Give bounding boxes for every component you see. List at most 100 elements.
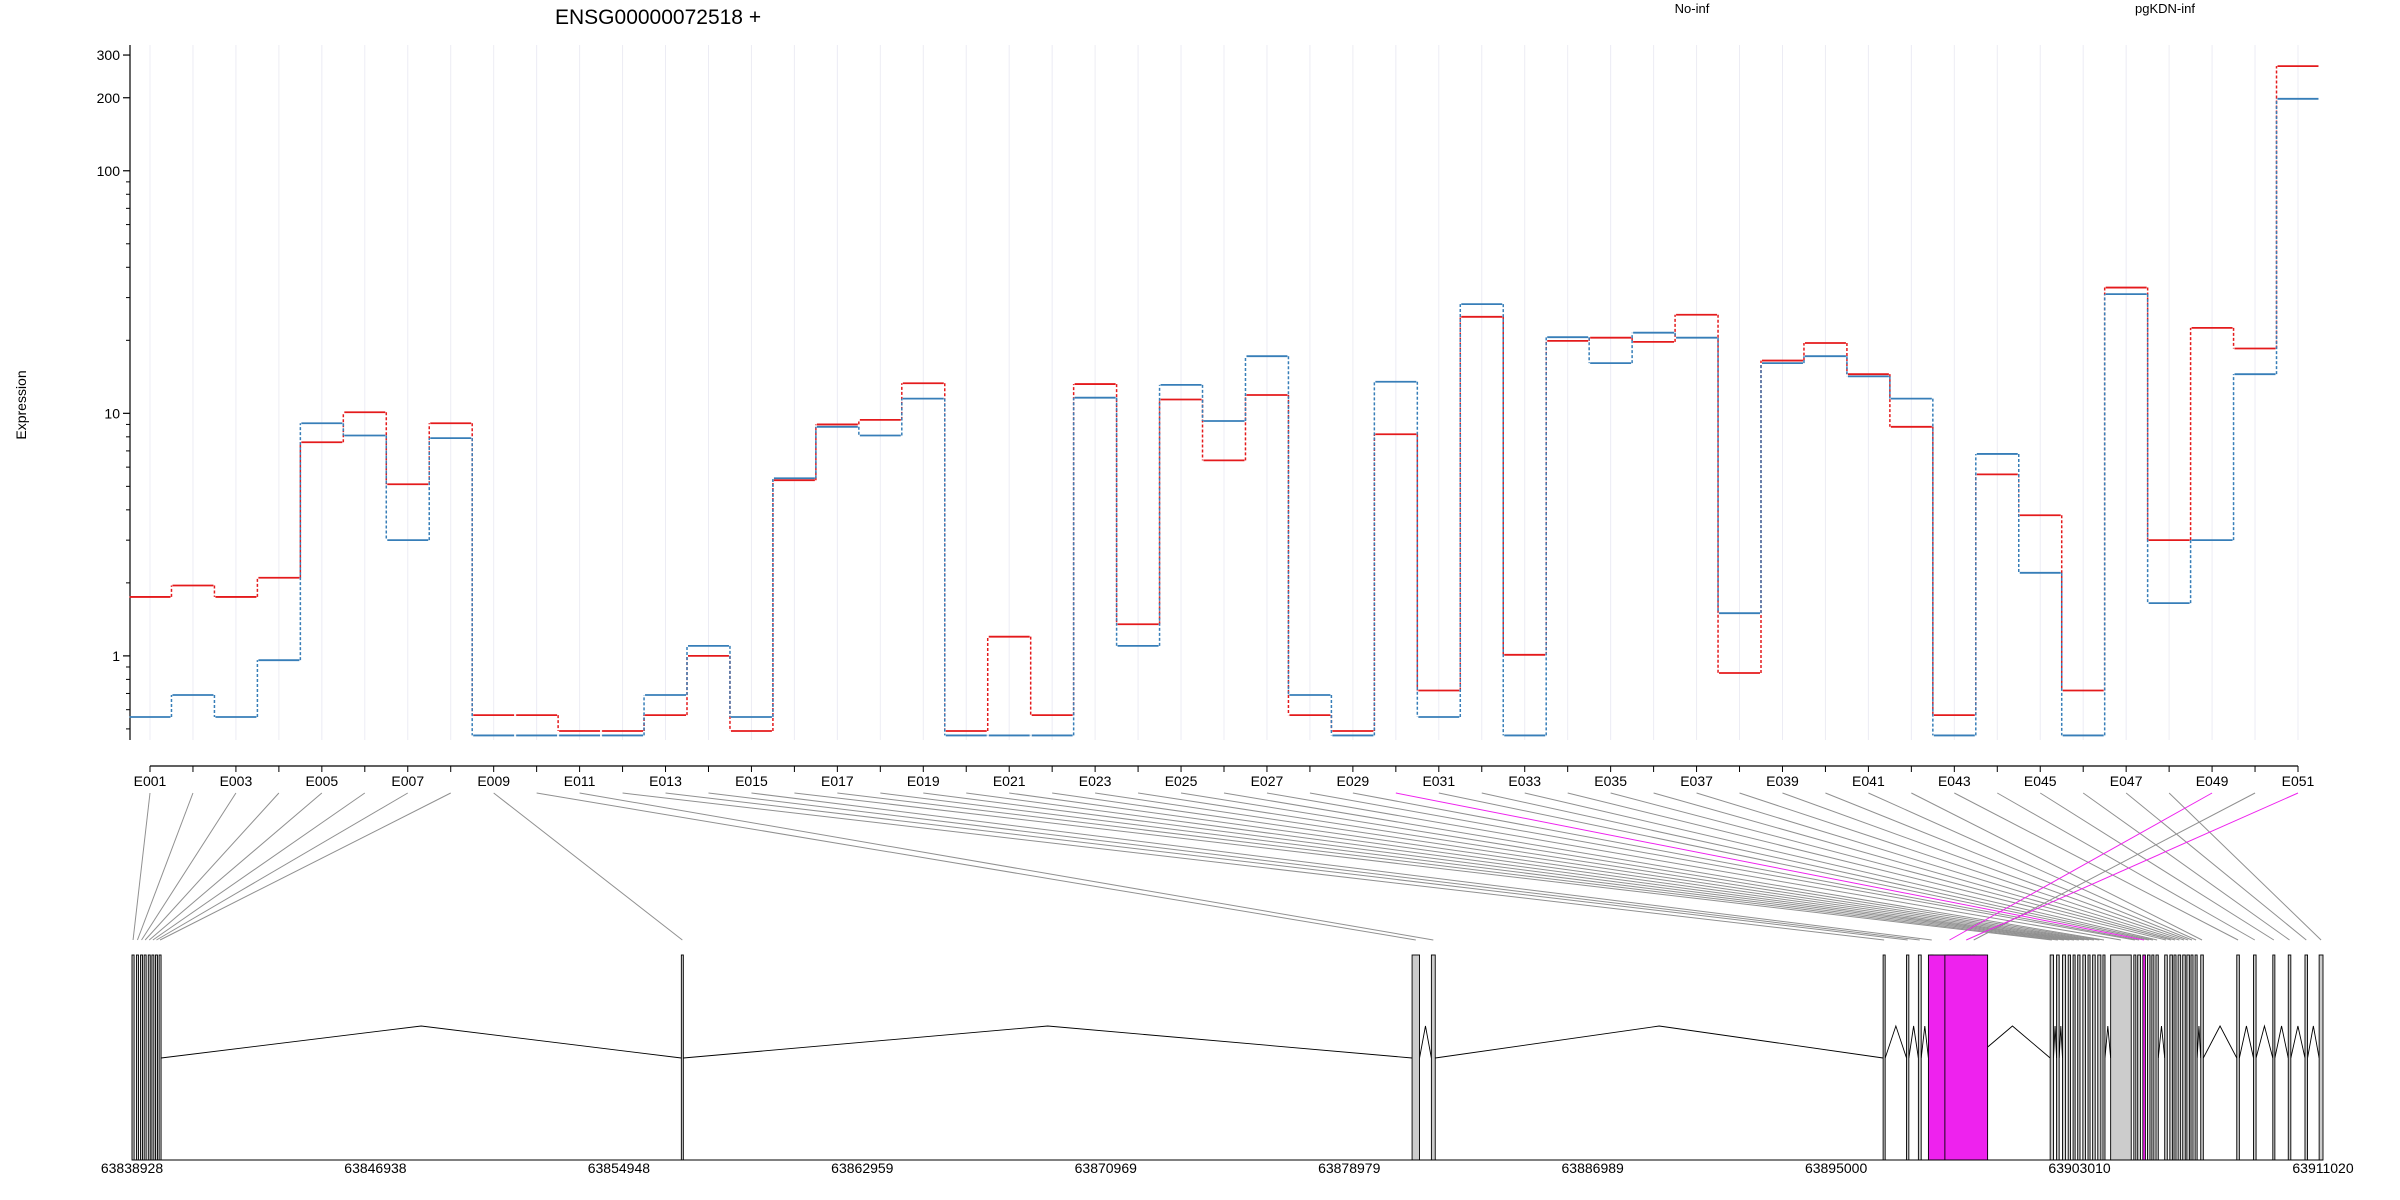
connector-E046	[2082, 792, 2290, 941]
y-axis: 1 10 100 200 300	[97, 45, 131, 740]
x-tick-label: E015	[735, 773, 768, 789]
exon-box-E011	[1430, 954, 1436, 1161]
gene-model	[131, 954, 2324, 1161]
exon-box-E021	[2077, 954, 2081, 1161]
connector-E047	[2125, 792, 2307, 941]
connector-E016	[794, 792, 2052, 941]
exon-box-E018	[2062, 954, 2067, 1161]
connector-E018	[880, 792, 2065, 941]
intron	[2053, 1025, 2058, 1059]
intron	[1435, 1025, 1884, 1059]
connector-E048	[2168, 792, 2322, 941]
connector-E014	[708, 792, 1920, 941]
exon-box-E033	[2155, 954, 2159, 1161]
x-tick-label: E003	[220, 773, 253, 789]
connector-E045	[2039, 792, 2275, 941]
exon-box-E006	[151, 954, 155, 1161]
exon-box-E042	[2200, 954, 2204, 1161]
connector-E042	[1911, 792, 2203, 941]
intron	[2157, 1025, 2166, 1059]
exon-box-E039	[2186, 954, 2190, 1161]
exon-box-E040	[2190, 954, 2194, 1161]
connector-E032	[1481, 792, 2153, 941]
x-tick-label: E007	[391, 773, 424, 789]
exon-box-E043	[2236, 954, 2240, 1161]
connector-E030	[1395, 792, 2145, 941]
x-tick-label: E029	[1337, 773, 1370, 789]
series-layer	[129, 65, 2319, 737]
exon-box-E035	[2169, 954, 2173, 1161]
exon-box-E044	[2253, 954, 2257, 1161]
exon-box-E019	[2067, 954, 2071, 1161]
exon-box-E029	[2137, 954, 2141, 1161]
exon-box-E009	[680, 954, 684, 1161]
coord-tick-label: 63911020	[2292, 1160, 2353, 1176]
exon-connector-lines	[132, 792, 2322, 941]
x-tick-label: E049	[2196, 773, 2229, 789]
connector-E026	[1223, 792, 2105, 941]
connector-E011	[579, 792, 1434, 941]
y-tick-label: 10	[104, 405, 120, 421]
y-tick-label: 200	[97, 90, 121, 106]
x-tick-label: E033	[1508, 773, 1541, 789]
intron	[2104, 1025, 2112, 1059]
x-tick-label: E023	[1079, 773, 1112, 789]
connector-E039	[1782, 792, 2189, 941]
connector-E036	[1653, 792, 2176, 941]
x-tick-label: E027	[1251, 773, 1284, 789]
connector-E003	[141, 792, 237, 941]
intron	[2202, 1025, 2238, 1059]
x-tick-label: E001	[134, 773, 167, 789]
coord-tick-label: 63862959	[831, 1160, 894, 1176]
intron	[1419, 1025, 1432, 1059]
coord-tick-label: 63878979	[1318, 1160, 1381, 1176]
connector-E010	[536, 792, 1416, 941]
exon-box-E001	[131, 954, 135, 1161]
exon-box-E034	[2164, 954, 2168, 1161]
x-tick-label: E039	[1766, 773, 1799, 789]
coord-tick-label: 63895000	[1805, 1160, 1868, 1176]
exon-box-E037	[2177, 954, 2182, 1161]
intron	[161, 1025, 682, 1059]
connector-E013	[665, 792, 1908, 941]
intron	[1884, 1024, 1907, 1059]
y-axis-label: Expression	[13, 370, 29, 439]
exon-box-E026	[2102, 954, 2106, 1161]
connector-E024	[1138, 792, 2094, 941]
exon-box-E017	[2056, 954, 2060, 1161]
connector-E007	[156, 792, 409, 941]
exon-box-E032	[2151, 954, 2155, 1161]
x-tick-label: E013	[649, 773, 682, 789]
intron	[2290, 1025, 2306, 1059]
exon-box-E047	[2304, 954, 2309, 1161]
exon-box-E038	[2182, 954, 2186, 1161]
intron	[2255, 1024, 2274, 1059]
exon-box-E004	[143, 954, 147, 1161]
exon-box-E010	[1411, 954, 1420, 1161]
exon-box-E020	[2072, 954, 2076, 1161]
connector-E035	[1610, 792, 2172, 941]
connector-E015	[751, 792, 1932, 941]
genomic-coordinate-axis: 63838928 63846938 63854948 63862959 63870969…	[101, 1159, 2354, 1176]
connector-E033	[1524, 792, 2158, 941]
connector-E043	[1954, 792, 2239, 941]
intron	[1920, 1025, 1929, 1059]
exon-box-E012	[1882, 954, 1886, 1161]
intron	[2058, 1025, 2063, 1059]
exon-box-E036	[2173, 954, 2177, 1161]
exon-box-E022	[2082, 954, 2086, 1161]
connector-E009	[493, 792, 683, 941]
x-tick-label: E035	[1594, 773, 1627, 789]
x-tick-label: E031	[1422, 773, 1455, 789]
intron	[2196, 1025, 2202, 1059]
connector-E020	[966, 792, 2075, 941]
x-tick-label: E045	[2024, 773, 2057, 789]
x-tick-label: E011	[564, 773, 596, 789]
coord-tick-label: 63886989	[1562, 1160, 1625, 1176]
connector-E041	[1868, 792, 2197, 941]
connector-E051	[1966, 792, 2299, 941]
exon-box-E041	[2194, 954, 2198, 1161]
connector-E002	[136, 792, 194, 941]
exon-box-E007	[155, 954, 158, 1161]
connector-E005	[148, 792, 323, 941]
